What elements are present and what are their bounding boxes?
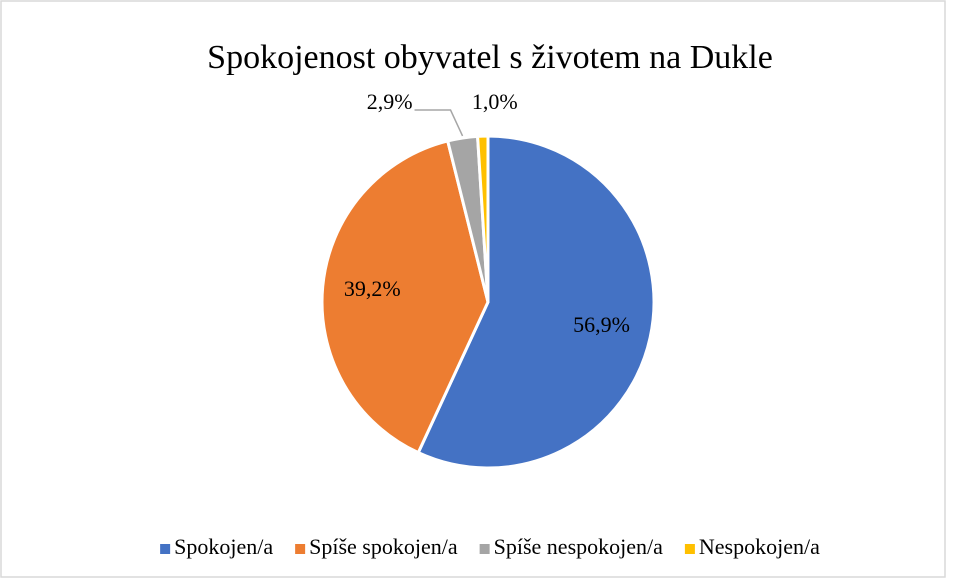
legend-swatch [295,544,306,554]
legend-label: Spíše spokojen/a [309,534,458,559]
value-label: 56,9% [573,312,630,337]
legend-label: Nespokojen/a [699,534,820,559]
legend-swatch [684,544,695,554]
pie-slice [475,134,490,303]
legend-swatch [479,544,490,554]
value-label: 39,2% [344,276,401,301]
chart-title: Spokojenost obyvatel s životem na Dukle [207,39,773,76]
value-label: 2,9% [367,89,413,114]
legend-swatch [160,544,171,554]
legend-label: Spíše nespokojen/a [494,534,663,559]
value-label: 1,0% [472,89,518,114]
legend-label: Spokojen/a [174,534,273,559]
pie-slice [320,139,490,455]
leader-line [414,109,464,137]
pie-slice [416,134,656,470]
